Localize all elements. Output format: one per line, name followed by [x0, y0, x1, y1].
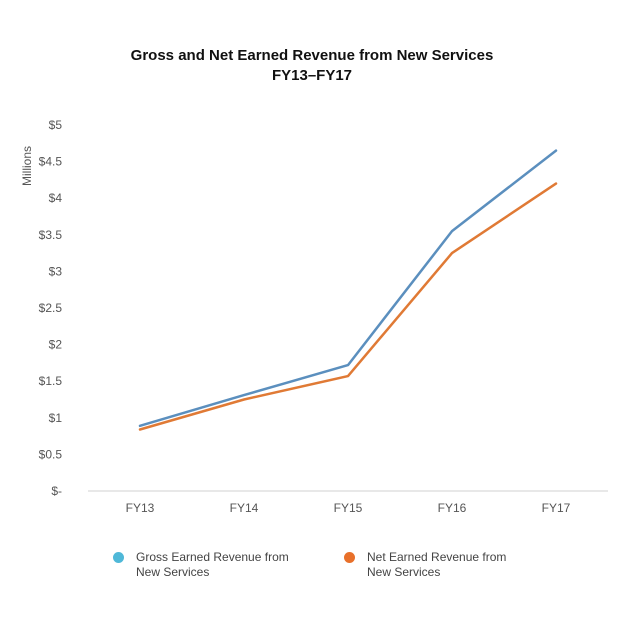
y-axis-label: Millions — [20, 146, 34, 186]
series-line-net — [138, 182, 558, 431]
x-tick-label: FY14 — [230, 501, 259, 515]
legend-net-label: Net Earned Revenue from New Services — [367, 550, 532, 580]
chart-title: Gross and Net Earned Revenue from New Se… — [130, 47, 494, 64]
x-tick-label: FY16 — [438, 501, 467, 515]
legend-gross-label: Gross Earned Revenue from New Services — [136, 550, 301, 580]
y-tick-label: $3 — [49, 264, 63, 278]
y-tick-label: $2 — [49, 338, 63, 352]
legend-gross-label-line1: Gross Earned Revenue from — [136, 550, 289, 564]
legend-net-label-line2: New Services — [367, 565, 441, 579]
y-tick-label: $5 — [49, 118, 63, 132]
legend-gross-marker — [113, 552, 124, 563]
chart-subtitle: FY13–FY17 — [271, 67, 353, 84]
y-tick-label: $- — [51, 484, 62, 498]
x-tick-label: FY13 — [126, 501, 155, 515]
y-tick-label: $1.5 — [39, 374, 63, 388]
y-tick-label: $1 — [49, 411, 63, 425]
legend-gross: Gross Earned Revenue from New Services — [113, 550, 301, 580]
legend-net-label-line1: Net Earned Revenue from — [367, 550, 507, 564]
x-tick-label: FY17 — [542, 501, 571, 515]
legend-net: Net Earned Revenue from New Services — [344, 550, 532, 580]
y-tick-label: $2.5 — [39, 301, 63, 315]
legend-net-marker — [344, 552, 355, 563]
y-tick-label: $4.5 — [39, 155, 63, 169]
x-tick-label: FY15 — [334, 501, 363, 515]
y-tick-label: $0.5 — [39, 447, 63, 461]
legend-gross-label-line2: New Services — [136, 565, 210, 579]
y-tick-label: $3.5 — [39, 228, 63, 242]
series-line-gross — [138, 149, 558, 428]
y-tick-label: $4 — [49, 191, 63, 205]
